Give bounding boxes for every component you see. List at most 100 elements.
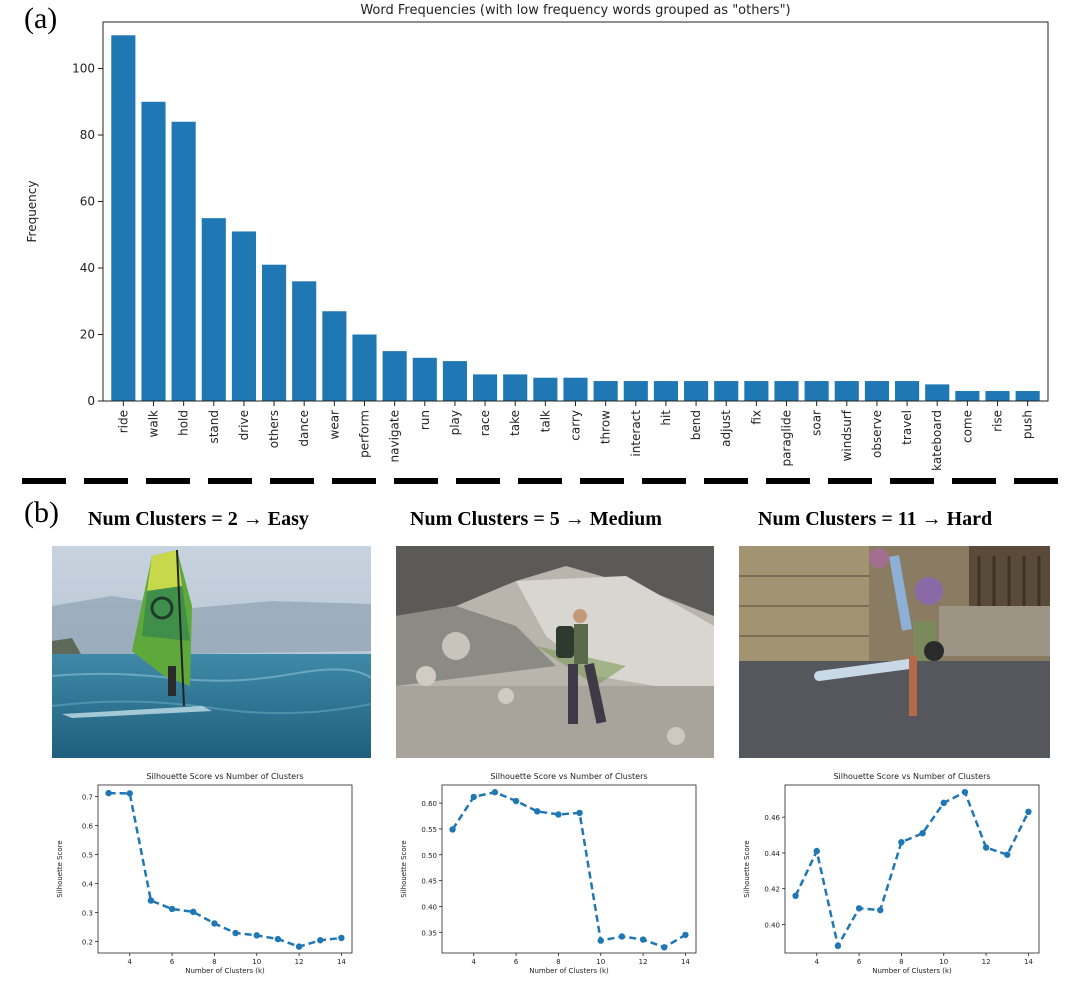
- x-tick-label-4: 4: [815, 958, 820, 966]
- bar-dance: [292, 281, 317, 401]
- y-tick-label-0.6: 0.60: [421, 800, 437, 808]
- x-tick-label-4: 4: [472, 958, 477, 966]
- x-tick-label-10: 10: [252, 958, 261, 966]
- bar-wear: [322, 311, 347, 401]
- silhouette-chart-hard: Silhouette Score vs Number of Clusters 0.…: [743, 772, 1040, 975]
- y-tick-label-0.4: 0.40: [421, 903, 437, 911]
- bar-rise: [985, 391, 1010, 401]
- silhouette-line: [451, 790, 687, 949]
- y-tick-label-0.5: 0.50: [421, 852, 437, 860]
- point-k-3: [449, 826, 456, 833]
- x-tick-label-fix: fix: [749, 410, 763, 425]
- silhouette-line: [794, 790, 1030, 950]
- point-k-5: [491, 789, 499, 796]
- silhouette-chart-frame: [784, 784, 1040, 954]
- y-tick-label-0.5: 0.5: [82, 852, 93, 860]
- point-k-13: [317, 937, 324, 944]
- y-axis-label: Silhouette Score: [743, 840, 751, 897]
- bar-fix: [744, 381, 769, 401]
- bar-skateboard: [925, 384, 950, 401]
- x-axis-label: Number of Clusters (k): [185, 967, 265, 975]
- bar-hold: [171, 121, 196, 401]
- y-axis-label: Silhouette Score: [400, 840, 408, 897]
- bar-windsurf: [834, 381, 859, 401]
- word-frequency-bar-chart: Word Frequencies (with low frequency wor…: [25, 3, 1049, 470]
- y-tick-label-0.2: 0.2: [82, 938, 93, 946]
- x-tick-label-dance: dance: [297, 410, 311, 447]
- bar-observe: [864, 381, 889, 401]
- x-tick-label-throw: throw: [599, 410, 613, 444]
- breakdancer-photo: [739, 546, 1050, 758]
- x-tick-label-carry: carry: [569, 410, 583, 441]
- x-tick-label-walk: walk: [146, 410, 160, 438]
- point-k-12: [982, 844, 990, 851]
- bar-carry: [563, 377, 588, 401]
- silhouette-chart-title: Silhouette Score vs Number of Clusters: [833, 772, 990, 781]
- point-k-14: [1025, 808, 1032, 816]
- y-tick-label-0: 0: [87, 394, 95, 408]
- y-tick-label-0.4: 0.4: [82, 880, 94, 888]
- x-tick-label-run: run: [418, 410, 432, 430]
- point-k-6: [855, 905, 863, 912]
- bar-bend: [684, 381, 709, 401]
- bar-race: [473, 374, 498, 401]
- bar-throw: [593, 381, 618, 401]
- y-axis-label: Silhouette Score: [56, 840, 64, 897]
- point-k-9: [576, 809, 583, 817]
- x-tick-label-windsurf: windsurf: [840, 409, 854, 461]
- bar-others: [262, 264, 287, 401]
- x-tick-label-wear: wear: [327, 410, 341, 440]
- point-k-6: [512, 797, 520, 805]
- x-tick-label-6: 6: [170, 958, 175, 966]
- bar-come: [955, 391, 980, 401]
- point-k-9: [232, 929, 239, 937]
- point-k-14: [682, 931, 689, 939]
- bar-talk: [533, 377, 558, 401]
- x-tick-label-skateboard: skateboard: [930, 410, 944, 470]
- y-tick-label-0.45: 0.45: [421, 878, 437, 886]
- bar-push: [1015, 391, 1040, 401]
- x-tick-label-come: come: [960, 410, 974, 443]
- point-k-10: [253, 932, 260, 939]
- silhouette-chart-medium: Silhouette Score vs Number of Clusters 0.…: [400, 772, 697, 975]
- point-k-3: [105, 789, 112, 797]
- point-k-4: [126, 790, 133, 797]
- bar-stand: [201, 218, 226, 401]
- x-tick-label-6: 6: [857, 958, 862, 966]
- point-k-11: [961, 788, 969, 796]
- x-tick-label-rise: rise: [991, 410, 1005, 432]
- x-tick-label-8: 8: [212, 958, 216, 966]
- x-tick-label-talk: talk: [538, 410, 552, 432]
- point-k-11: [274, 935, 282, 943]
- y-tick-label-0.6: 0.6: [82, 823, 94, 831]
- point-k-4: [813, 847, 820, 855]
- x-tick-label-14: 14: [681, 958, 690, 966]
- point-k-13: [1004, 851, 1011, 858]
- y-tick-label-0.44: 0.44: [764, 850, 780, 858]
- x-tick-label-navigate: navigate: [388, 410, 402, 462]
- y-tick-label-0.4: 0.40: [764, 921, 780, 929]
- point-k-13: [661, 944, 668, 951]
- x-axis-label: Number of Clusters (k): [529, 967, 609, 975]
- point-k-14: [338, 934, 345, 942]
- y-axis-label: Frequency: [25, 181, 39, 243]
- x-tick-label-hit: hit: [659, 410, 673, 426]
- x-tick-label-4: 4: [128, 958, 133, 966]
- bar-take: [503, 374, 528, 401]
- bar-hit: [653, 381, 678, 401]
- x-tick-label-observe: observe: [870, 410, 884, 458]
- y-tick-label-100: 100: [72, 62, 95, 76]
- x-tick-label-12: 12: [295, 958, 304, 966]
- y-tick-label-0.42: 0.42: [764, 886, 780, 894]
- point-k-8: [898, 838, 905, 846]
- hiker-photo: [396, 546, 714, 758]
- cluster-title-easy: Num Clusters = 2 → Easy: [88, 508, 309, 530]
- x-tick-label-soar: soar: [810, 410, 824, 436]
- point-k-12: [295, 943, 303, 950]
- x-axis-label: Number of Clusters (k): [872, 967, 952, 975]
- silhouette-line: [108, 791, 342, 948]
- silhouette-chart-title: Silhouette Score vs Number of Clusters: [490, 772, 647, 781]
- bar-run: [412, 357, 437, 401]
- x-tick-label-perform: perform: [357, 410, 371, 458]
- point-k-7: [190, 908, 197, 916]
